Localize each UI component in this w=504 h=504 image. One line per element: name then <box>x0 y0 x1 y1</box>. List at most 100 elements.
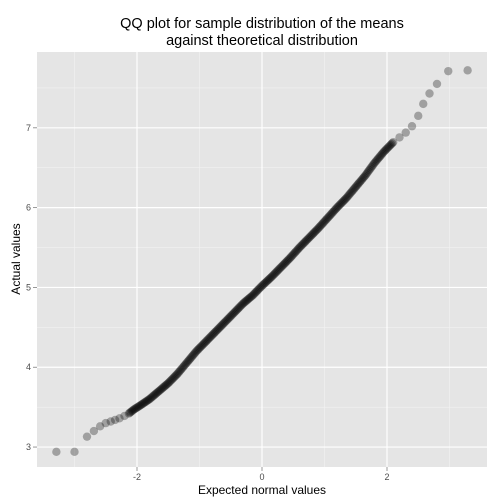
data-point <box>70 447 79 457</box>
data-point <box>303 234 313 244</box>
data-point <box>151 389 160 399</box>
data-point <box>142 397 151 406</box>
data-point <box>158 383 168 392</box>
data-point <box>170 372 179 382</box>
x-tick-label: 0 <box>259 472 264 482</box>
data-point <box>200 338 209 347</box>
data-point <box>269 270 278 280</box>
data-point <box>365 165 374 175</box>
data-point <box>375 152 384 161</box>
data-point <box>380 146 390 155</box>
data-point <box>263 276 272 286</box>
data-point <box>313 225 322 234</box>
data-point <box>367 162 376 172</box>
data-point <box>206 332 216 341</box>
data-point <box>133 402 143 412</box>
data-point <box>177 364 186 373</box>
data-point <box>261 277 271 287</box>
data-point <box>343 192 352 202</box>
data-point <box>407 122 417 131</box>
data-point <box>189 350 198 360</box>
data-point <box>182 358 192 367</box>
x-tick-label: 2 <box>384 472 389 482</box>
data-point <box>309 228 319 237</box>
data-point <box>325 211 334 220</box>
data-point <box>345 190 354 199</box>
data-point <box>165 377 174 387</box>
data-point <box>356 176 366 185</box>
data-point <box>383 143 393 152</box>
data-point <box>167 375 176 385</box>
data-point <box>266 273 275 283</box>
data-point <box>168 374 177 384</box>
data-point <box>173 369 182 378</box>
x-tick-label: -2 <box>133 472 141 482</box>
data-point <box>321 216 330 225</box>
data-point <box>326 210 335 219</box>
y-tick-label: 4 <box>26 362 31 372</box>
data-point <box>101 418 110 428</box>
data-point <box>131 404 141 413</box>
data-point <box>198 340 207 350</box>
data-point <box>160 381 170 391</box>
data-point <box>154 386 164 396</box>
data-point <box>334 201 344 210</box>
data-point <box>181 359 191 368</box>
data-point <box>339 197 348 206</box>
data-point <box>425 89 434 98</box>
data-point <box>222 316 231 325</box>
data-point <box>234 303 244 312</box>
data-point <box>164 379 173 388</box>
data-point <box>316 221 325 231</box>
data-point <box>240 298 249 307</box>
data-point <box>385 141 395 150</box>
data-point <box>264 275 273 285</box>
data-point <box>298 240 307 249</box>
data-point <box>348 186 357 195</box>
data-point <box>190 349 199 358</box>
data-point <box>180 360 190 370</box>
data-point <box>207 331 217 340</box>
data-point <box>359 172 369 182</box>
data-point <box>332 203 342 212</box>
data-point <box>125 408 135 417</box>
data-point <box>235 302 245 311</box>
data-point <box>259 279 269 289</box>
y-tick-label: 3 <box>26 442 31 452</box>
data-point <box>155 386 165 395</box>
data-point <box>194 344 203 354</box>
data-point <box>178 363 188 372</box>
data-point <box>366 164 375 173</box>
data-point <box>401 128 410 137</box>
data-point <box>52 447 61 457</box>
data-point <box>115 414 124 423</box>
data-point <box>288 251 297 260</box>
data-point <box>278 261 288 270</box>
data-point <box>307 230 317 239</box>
data-point <box>147 393 156 402</box>
data-point <box>144 395 153 405</box>
data-point <box>249 290 258 299</box>
data-point <box>304 233 314 243</box>
data-point <box>395 133 404 142</box>
data-point <box>184 355 194 365</box>
data-point <box>126 407 136 417</box>
data-point <box>248 291 257 300</box>
data-point <box>216 322 225 332</box>
data-point <box>308 229 318 238</box>
data-point <box>242 296 251 305</box>
data-point <box>243 295 252 305</box>
data-point <box>208 330 218 339</box>
data-point <box>175 366 184 376</box>
data-point <box>110 415 120 425</box>
data-point <box>89 426 99 436</box>
data-point <box>294 244 303 253</box>
data-point <box>135 401 145 410</box>
data-point <box>355 177 365 187</box>
data-point <box>323 213 332 223</box>
data-point <box>267 272 276 282</box>
data-point <box>157 384 167 393</box>
data-point <box>368 161 377 170</box>
data-point <box>333 202 343 211</box>
data-point <box>257 281 267 291</box>
